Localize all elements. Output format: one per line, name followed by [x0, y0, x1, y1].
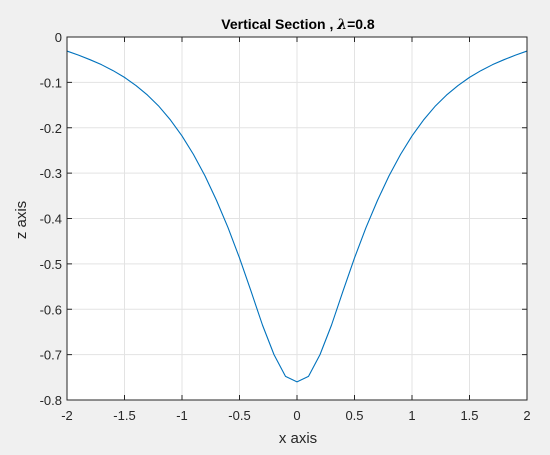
- x-tick-label: 0.5: [345, 408, 363, 423]
- series-layer: [66, 50, 528, 383]
- x-tick-label: 1.5: [460, 408, 478, 423]
- x-axis-label: x axis: [279, 430, 317, 447]
- y-tick-label: -0.7: [40, 348, 62, 363]
- grid: [67, 37, 527, 400]
- y-tick-label: -0.6: [40, 302, 62, 317]
- y-axis-label: z axis: [13, 201, 30, 239]
- x-tick-label: -0.5: [228, 408, 250, 423]
- x-tick-label: 0: [293, 408, 300, 423]
- y-tick-labels: 0 -0.1 -0.2 -0.3 -0.4 -0.5 -0.6 -0.7 -0.8: [40, 30, 62, 408]
- x-tick-label: -1.5: [113, 408, 135, 423]
- y-tick-label: 0: [55, 30, 62, 45]
- y-tick-label: -0.8: [40, 393, 62, 408]
- y-tick-label: -0.5: [40, 257, 62, 272]
- ticks: [66, 36, 528, 401]
- y-tick-label: -0.4: [40, 212, 62, 227]
- x-tick-labels: -2 -1.5 -1 -0.5 0 0.5 1 1.5 2: [61, 408, 530, 423]
- x-tick-label: 2: [523, 408, 530, 423]
- x-tick-label: 1: [408, 408, 415, 423]
- chart-title: Vertical Section , λ=0.8: [221, 16, 375, 33]
- x-tick-label: -2: [61, 408, 73, 423]
- series-line: [66, 50, 528, 383]
- y-tick-label: -0.1: [40, 75, 62, 90]
- y-tick-label: -0.2: [40, 121, 62, 136]
- x-tick-label: -1: [176, 408, 188, 423]
- y-tick-label: -0.3: [40, 166, 62, 181]
